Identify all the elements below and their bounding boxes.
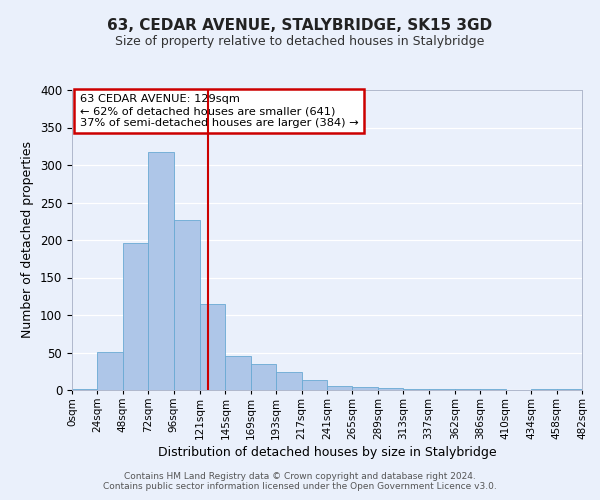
Bar — [302, 380, 327, 390]
Bar — [327, 386, 352, 390]
Bar — [481, 389, 506, 390]
Bar — [428, 388, 455, 390]
Bar — [276, 372, 302, 390]
Text: Size of property relative to detached houses in Stalybridge: Size of property relative to detached ho… — [115, 35, 485, 48]
Y-axis label: Number of detached properties: Number of detached properties — [22, 142, 34, 338]
Bar — [97, 352, 123, 390]
Bar — [72, 388, 97, 390]
Bar — [123, 243, 148, 390]
Bar — [173, 220, 200, 390]
Bar — [251, 364, 276, 390]
Text: Contains HM Land Registry data © Crown copyright and database right 2024.: Contains HM Land Registry data © Crown c… — [124, 472, 476, 481]
Bar — [531, 388, 557, 390]
Bar — [403, 388, 428, 390]
Bar — [378, 388, 403, 390]
Bar — [226, 356, 251, 390]
Bar — [200, 304, 226, 390]
Bar — [455, 388, 481, 390]
Text: 63, CEDAR AVENUE, STALYBRIDGE, SK15 3GD: 63, CEDAR AVENUE, STALYBRIDGE, SK15 3GD — [107, 18, 493, 32]
Text: Distribution of detached houses by size in Stalybridge: Distribution of detached houses by size … — [158, 446, 496, 459]
Text: Contains public sector information licensed under the Open Government Licence v3: Contains public sector information licen… — [103, 482, 497, 491]
Bar — [352, 387, 378, 390]
Bar — [148, 152, 173, 390]
Text: 63 CEDAR AVENUE: 129sqm
← 62% of detached houses are smaller (641)
37% of semi-d: 63 CEDAR AVENUE: 129sqm ← 62% of detache… — [80, 94, 358, 128]
Bar — [557, 388, 582, 390]
